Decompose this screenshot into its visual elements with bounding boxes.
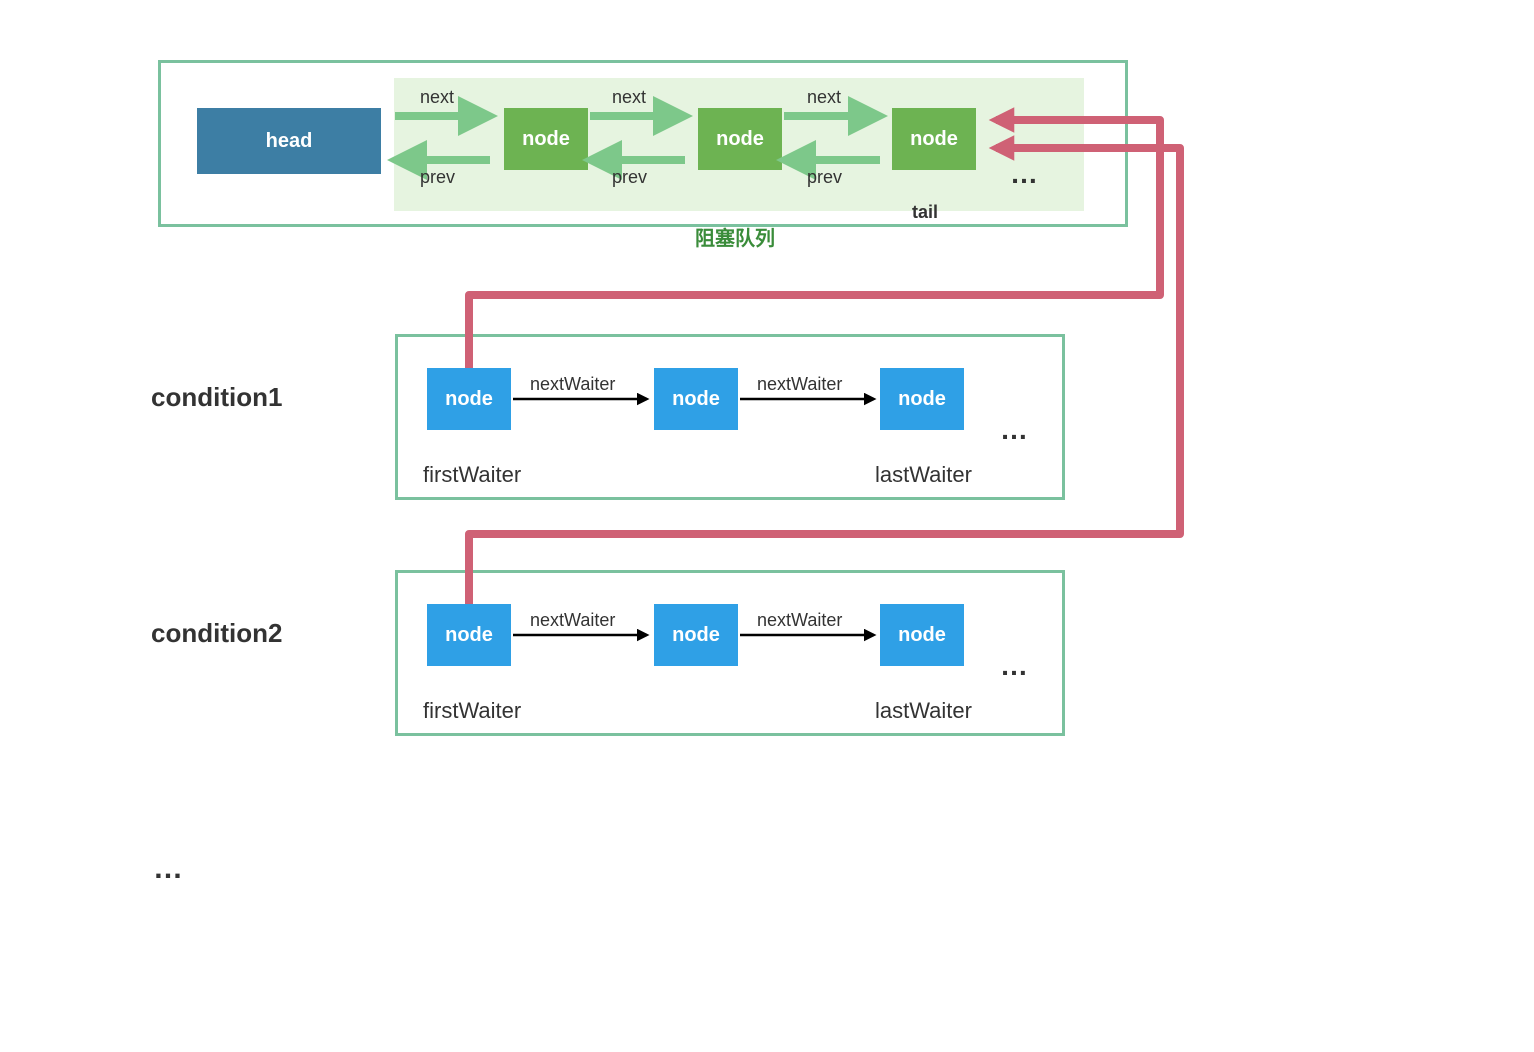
condition-node: node bbox=[654, 604, 738, 666]
blocking-node: node bbox=[698, 108, 782, 170]
condition-ellipsis: … bbox=[1000, 414, 1028, 446]
blocking-queue-label: 阻塞队列 bbox=[695, 222, 775, 251]
condition-ellipsis: … bbox=[1000, 650, 1028, 682]
condition-node-label: node bbox=[898, 624, 946, 647]
first-waiter-label: firstWaiter bbox=[423, 462, 521, 488]
blocking-node-label: node bbox=[522, 128, 570, 151]
condition-node-label: node bbox=[445, 624, 493, 647]
head-node-label: head bbox=[266, 130, 313, 153]
last-waiter-label: lastWaiter bbox=[875, 462, 972, 488]
head-node: head bbox=[197, 108, 381, 174]
condition-title: condition2 bbox=[151, 618, 282, 649]
blocking-node-label: node bbox=[910, 128, 958, 151]
blocking-node-label: node bbox=[716, 128, 764, 151]
blocking-node: node bbox=[892, 108, 976, 170]
condition-node-label: node bbox=[672, 624, 720, 647]
condition-node: node bbox=[427, 604, 511, 666]
blocking-node: node bbox=[504, 108, 588, 170]
condition-node: node bbox=[654, 368, 738, 430]
ellipsis-main: … bbox=[1010, 158, 1038, 190]
condition-node-label: node bbox=[672, 388, 720, 411]
condition-title: condition1 bbox=[151, 382, 282, 413]
last-waiter-label: lastWaiter bbox=[875, 698, 972, 724]
first-waiter-label: firstWaiter bbox=[423, 698, 521, 724]
condition-node: node bbox=[427, 368, 511, 430]
bottom-ellipsis: … bbox=[153, 852, 183, 886]
condition-node: node bbox=[880, 604, 964, 666]
condition-node-label: node bbox=[445, 388, 493, 411]
condition-node-label: node bbox=[898, 388, 946, 411]
condition-node: node bbox=[880, 368, 964, 430]
tail-label: tail bbox=[912, 202, 938, 223]
